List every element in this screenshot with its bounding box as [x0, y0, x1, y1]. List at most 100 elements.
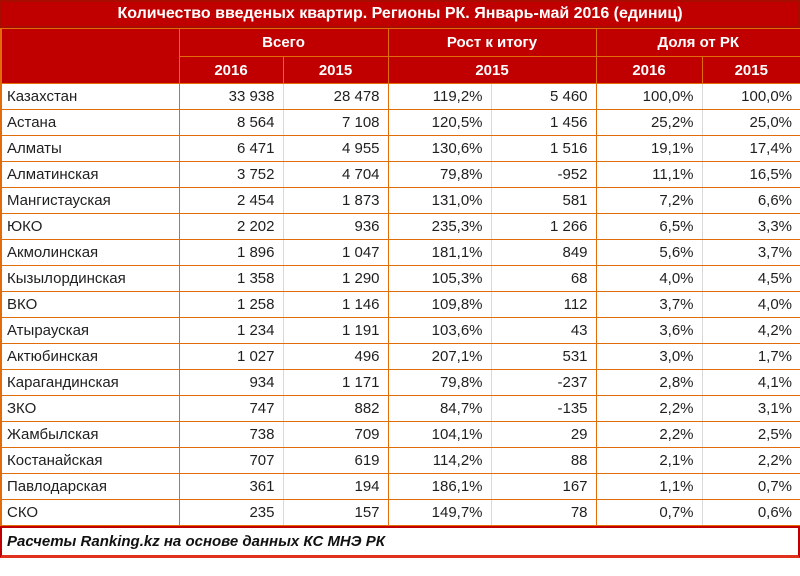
share-2016-cell: 4,0%: [596, 265, 703, 292]
share-2015-cell: 4,2%: [702, 317, 800, 344]
total-2016-cell: 1 234: [179, 317, 284, 344]
growth-abs-cell: 1 456: [491, 109, 597, 136]
growth-pct-cell: 109,8%: [388, 291, 492, 318]
total-2016-cell: 3 752: [179, 161, 284, 188]
header-group-share: Доля от РК: [595, 28, 800, 57]
growth-pct-cell: 105,3%: [388, 265, 492, 292]
growth-pct-cell: 79,8%: [388, 369, 492, 396]
share-2016-cell: 7,2%: [596, 187, 703, 214]
region-cell: Павлодарская: [1, 473, 180, 500]
total-2016-cell: 8 564: [179, 109, 284, 136]
growth-pct-cell: 207,1%: [388, 343, 492, 370]
table-row: ЗКО 747 882 84,7% -135 2,2% 3,1%: [1, 395, 800, 422]
total-2016-cell: 2 454: [179, 187, 284, 214]
share-2016-cell: 2,1%: [596, 447, 703, 474]
total-2015-cell: 4 955: [283, 135, 389, 162]
header-group-row: Всего Рост к итогу Доля от РК: [0, 28, 800, 84]
total-2015-cell: 1 171: [283, 369, 389, 396]
share-2015-cell: 0,7%: [702, 473, 800, 500]
growth-abs-cell: 29: [491, 421, 597, 448]
total-2015-cell: 28 478: [283, 83, 389, 110]
total-2016-cell: 738: [179, 421, 284, 448]
total-2015-cell: 1 047: [283, 239, 389, 266]
growth-pct-cell: 104,1%: [388, 421, 492, 448]
share-2015-cell: 6,6%: [702, 187, 800, 214]
region-cell: Астана: [1, 109, 180, 136]
region-cell: Актюбинская: [1, 343, 180, 370]
share-2016-cell: 6,5%: [596, 213, 703, 240]
share-2016-cell: 3,6%: [596, 317, 703, 344]
table-row: Жамбылская 738 709 104,1% 29 2,2% 2,5%: [1, 421, 800, 448]
region-cell: Акмолинская: [1, 239, 180, 266]
growth-pct-cell: 84,7%: [388, 395, 492, 422]
total-2015-cell: 936: [283, 213, 389, 240]
total-2015-cell: 194: [283, 473, 389, 500]
table-row: СКО 235 157 149,7% 78 0,7% 0,6%: [1, 499, 800, 526]
growth-pct-cell: 103,6%: [388, 317, 492, 344]
growth-pct-cell: 120,5%: [388, 109, 492, 136]
share-2015-cell: 0,6%: [702, 499, 800, 526]
growth-abs-cell: -135: [491, 395, 597, 422]
total-2016-cell: 747: [179, 395, 284, 422]
growth-abs-cell: 88: [491, 447, 597, 474]
report-title: Количество введеных квартир. Регионы РК.…: [0, 0, 800, 28]
header-share-2016: 2016: [595, 56, 703, 84]
table-row: Алматинская 3 752 4 704 79,8% -952 11,1%…: [1, 161, 800, 188]
total-2016-cell: 707: [179, 447, 284, 474]
source-note: Расчеты Ranking.kz на основе данных КС М…: [0, 526, 800, 558]
total-2015-cell: 1 146: [283, 291, 389, 318]
header-growth-2015: 2015: [387, 56, 597, 84]
total-2015-cell: 882: [283, 395, 389, 422]
region-cell: Жамбылская: [1, 421, 180, 448]
total-2015-cell: 157: [283, 499, 389, 526]
total-2015-cell: 619: [283, 447, 389, 474]
growth-pct-cell: 114,2%: [388, 447, 492, 474]
growth-pct-cell: 181,1%: [388, 239, 492, 266]
table-row: ВКО 1 258 1 146 109,8% 112 3,7% 4,0%: [1, 291, 800, 318]
growth-abs-cell: 5 460: [491, 83, 597, 110]
table-row: Атырауская 1 234 1 191 103,6% 43 3,6% 4,…: [1, 317, 800, 344]
total-2015-cell: 4 704: [283, 161, 389, 188]
region-cell: Алматы: [1, 135, 180, 162]
table-row: Павлодарская 361 194 186,1% 167 1,1% 0,7…: [1, 473, 800, 500]
region-cell: Мангистауская: [1, 187, 180, 214]
growth-abs-cell: 849: [491, 239, 597, 266]
growth-abs-cell: 112: [491, 291, 597, 318]
table-row: Карагандинская 934 1 171 79,8% -237 2,8%…: [1, 369, 800, 396]
growth-abs-cell: 78: [491, 499, 597, 526]
growth-abs-cell: -952: [491, 161, 597, 188]
share-2015-cell: 2,2%: [702, 447, 800, 474]
table-row: Алматы 6 471 4 955 130,6% 1 516 19,1% 17…: [1, 135, 800, 162]
table-row: Казахстан 33 938 28 478 119,2% 5 460 100…: [1, 83, 800, 110]
growth-pct-cell: 131,0%: [388, 187, 492, 214]
region-cell: Атырауская: [1, 317, 180, 344]
table-row: Кызылординская 1 358 1 290 105,3% 68 4,0…: [1, 265, 800, 292]
share-2016-cell: 3,7%: [596, 291, 703, 318]
growth-pct-cell: 235,3%: [388, 213, 492, 240]
region-cell: Алматинская: [1, 161, 180, 188]
share-2016-cell: 19,1%: [596, 135, 703, 162]
share-2016-cell: 0,7%: [596, 499, 703, 526]
total-2016-cell: 33 938: [179, 83, 284, 110]
total-2016-cell: 1 358: [179, 265, 284, 292]
growth-abs-cell: 1 516: [491, 135, 597, 162]
total-2015-cell: 709: [283, 421, 389, 448]
share-2016-cell: 100,0%: [596, 83, 703, 110]
table-body: Казахстан 33 938 28 478 119,2% 5 460 100…: [1, 83, 800, 526]
growth-pct-cell: 130,6%: [388, 135, 492, 162]
corner-cell: [0, 28, 180, 84]
share-2016-cell: 1,1%: [596, 473, 703, 500]
growth-abs-cell: 68: [491, 265, 597, 292]
region-cell: СКО: [1, 499, 180, 526]
total-2015-cell: 496: [283, 343, 389, 370]
table-row: Актюбинская 1 027 496 207,1% 531 3,0% 1,…: [1, 343, 800, 370]
total-2015-cell: 1 191: [283, 317, 389, 344]
share-2015-cell: 3,7%: [702, 239, 800, 266]
header-group-total: Всего: [178, 28, 389, 57]
growth-abs-cell: 531: [491, 343, 597, 370]
total-2016-cell: 934: [179, 369, 284, 396]
share-2015-cell: 2,5%: [702, 421, 800, 448]
share-2015-cell: 17,4%: [702, 135, 800, 162]
table-row: ЮКО 2 202 936 235,3% 1 266 6,5% 3,3%: [1, 213, 800, 240]
